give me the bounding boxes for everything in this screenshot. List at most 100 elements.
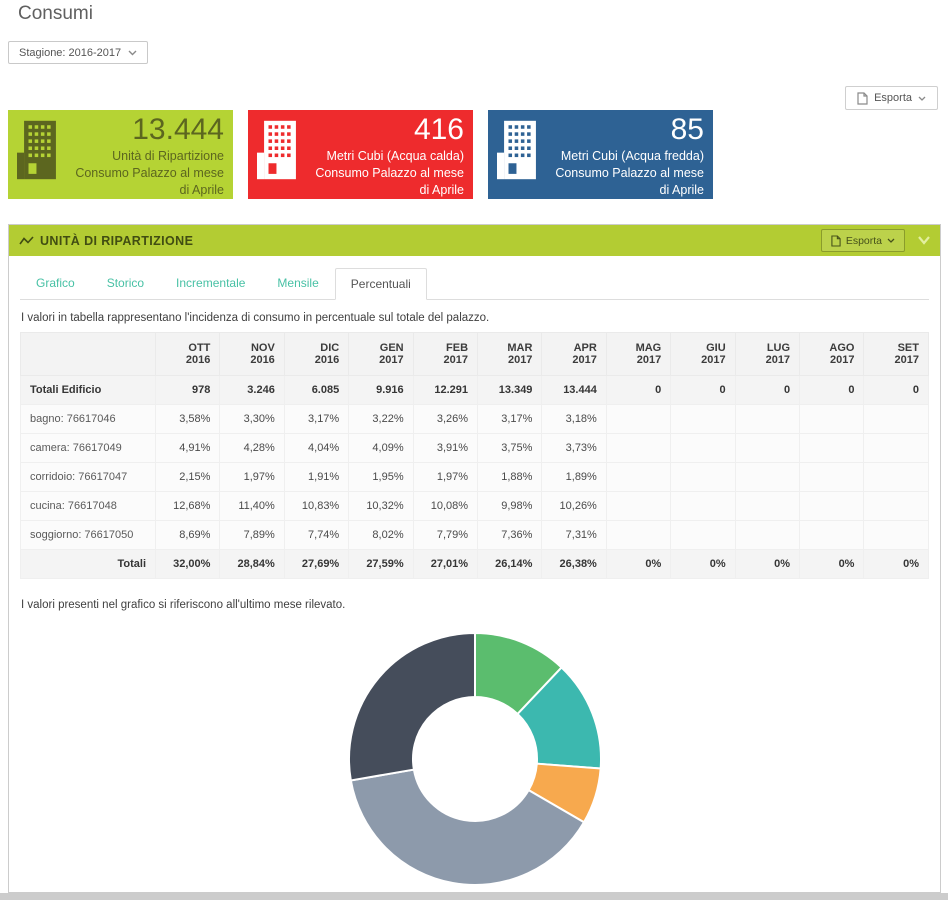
col-header-month: OTT 2016 xyxy=(154,332,221,376)
cell-value xyxy=(863,491,929,521)
cell-value: 10,32% xyxy=(348,491,414,521)
cell-value: 9.916 xyxy=(348,375,414,405)
row-label: Totali Edificio xyxy=(20,375,156,405)
tab-percentuali[interactable]: Percentuali xyxy=(334,268,427,300)
cell-value: 2,15% xyxy=(154,462,221,492)
cell-value: 32,00% xyxy=(154,549,221,579)
summary-card-metri-cubi-acqua-fredda: 85 Metri Cubi (Acqua fredda) Consumo Pal… xyxy=(488,110,713,199)
tab-storico[interactable]: Storico xyxy=(106,276,145,290)
cell-value xyxy=(670,491,736,521)
cell-value: 27,69% xyxy=(283,549,350,579)
cell-value xyxy=(670,433,736,463)
cell-value: 0 xyxy=(863,375,929,405)
row-label: corridoio: 76617047 xyxy=(20,462,156,492)
tab-grafico[interactable]: Grafico xyxy=(36,276,75,290)
export-button-top[interactable]: Esporta xyxy=(845,86,938,110)
cell-value: 3,17% xyxy=(477,404,543,434)
cell-value: 0% xyxy=(863,549,929,579)
col-header-month: APR 2017 xyxy=(541,332,607,376)
cell-value xyxy=(863,404,929,434)
col-header-label xyxy=(20,332,156,376)
row-label: camera: 76617049 xyxy=(20,433,156,463)
export-panel-label: Esporta xyxy=(845,234,882,247)
col-header-month: SET 2017 xyxy=(863,332,929,376)
cell-value xyxy=(799,462,865,492)
row-label: cucina: 76617048 xyxy=(20,491,156,521)
card-line2: Consumo Palazzo al mese di Aprile xyxy=(315,166,464,197)
season-filter-label: Stagione: 2016-2017 xyxy=(19,46,122,59)
cell-value xyxy=(863,433,929,463)
row-label: soggiorno: 76617050 xyxy=(20,520,156,550)
summary-cards: 13.444 Unità di Ripartizione Consumo Pal… xyxy=(8,110,713,199)
cell-value: 9,98% xyxy=(477,491,543,521)
export-button-panel[interactable]: Esporta xyxy=(820,229,905,252)
cell-value: 0 xyxy=(799,375,865,405)
cell-value: 8,02% xyxy=(348,520,414,550)
bottom-edge-strip xyxy=(0,893,948,900)
col-header-month: GIU 2017 xyxy=(670,332,736,376)
page-title: Consumi xyxy=(18,3,93,24)
cell-value: 978 xyxy=(154,375,221,405)
cell-value: 27,59% xyxy=(348,549,414,579)
table-header-row: OTT 2016 NOV 2016 DIC 2016 GEN 2017 FEB 2017… xyxy=(20,332,929,376)
panel-collapse-chevron-icon[interactable] xyxy=(917,234,931,246)
cell-value xyxy=(734,520,801,550)
cell-value: 1,97% xyxy=(219,462,285,492)
cell-value: 12.291 xyxy=(412,375,479,405)
card-line2: Consumo Palazzo al mese di Aprile xyxy=(75,166,224,197)
chevron-down-icon xyxy=(887,238,895,243)
col-header-month: NOV 2016 xyxy=(219,332,285,376)
col-header-month: MAR 2017 xyxy=(477,332,543,376)
row-label: bagno: 76617046 xyxy=(20,404,156,434)
document-icon xyxy=(831,234,841,247)
cell-value: 3.246 xyxy=(219,375,285,405)
export-top-label: Esporta xyxy=(874,92,912,104)
chevron-down-icon xyxy=(128,50,137,55)
cell-value xyxy=(734,491,801,521)
card-value: 85 xyxy=(670,113,704,146)
cell-value: 7,79% xyxy=(412,520,479,550)
cell-value: 3,17% xyxy=(283,404,350,434)
cell-value: 13.444 xyxy=(541,375,607,405)
card-line2: Consumo Palazzo al mese di Aprile xyxy=(555,166,704,197)
card-line1: Metri Cubi (Acqua fredda) xyxy=(560,149,704,163)
cell-value: 1,95% xyxy=(348,462,414,492)
cell-value: 0 xyxy=(605,375,672,405)
panel-header: UNITÀ DI RIPARTIZIONE Esporta xyxy=(9,225,940,256)
cell-value: 10,26% xyxy=(541,491,607,521)
table-row: Totali Edificio 978 3.246 6.085 9.916 12.291 1… xyxy=(20,375,929,405)
cell-value: 11,40% xyxy=(219,491,285,521)
panel-body: Grafico Storico Incrementale Mensile Percent… xyxy=(9,256,940,893)
season-filter-dropdown[interactable]: Stagione: 2016-2017 xyxy=(8,41,149,64)
panel-unita-di-ripartizione: UNITÀ DI RIPARTIZIONE Esporta Grafico Sto… xyxy=(8,224,941,893)
tab-mensile[interactable]: Mensile xyxy=(277,276,319,290)
cell-value xyxy=(605,433,672,463)
cell-value: 28,84% xyxy=(219,549,285,579)
cell-value: 7,89% xyxy=(219,520,285,550)
col-header-month: AGO 2017 xyxy=(799,332,865,376)
tab-bar: Grafico Storico Incrementale Mensile Percent… xyxy=(20,256,929,300)
cell-value: 0 xyxy=(734,375,801,405)
donut-segment-soggiorno[interactable] xyxy=(347,631,476,782)
cell-value: 26,14% xyxy=(477,549,543,579)
cell-value: 0% xyxy=(734,549,801,579)
tab-incrementale[interactable]: Incrementale xyxy=(176,276,246,290)
card-line1: Metri Cubi (Acqua calda) xyxy=(326,149,464,163)
cell-value: 0% xyxy=(670,549,736,579)
building-icon xyxy=(497,120,536,180)
building-icon xyxy=(17,120,56,180)
card-value: 416 xyxy=(413,113,464,146)
cell-value: 3,75% xyxy=(477,433,543,463)
cell-value xyxy=(670,462,736,492)
cell-value: 13.349 xyxy=(477,375,543,405)
cell-value: 8,69% xyxy=(154,520,221,550)
table-row: soggiorno: 76617050 8,69% 7,89% 7,74% 8,02% 7… xyxy=(20,520,929,550)
cell-value xyxy=(863,462,929,492)
cell-value: 0% xyxy=(605,549,672,579)
card-value: 13.444 xyxy=(132,113,224,146)
donut-segment-cucina[interactable] xyxy=(349,768,585,886)
percentages-table: OTT 2016 NOV 2016 DIC 2016 GEN 2017 FEB 2017… xyxy=(20,332,929,579)
cell-value xyxy=(605,491,672,521)
cell-value: 3,22% xyxy=(348,404,414,434)
